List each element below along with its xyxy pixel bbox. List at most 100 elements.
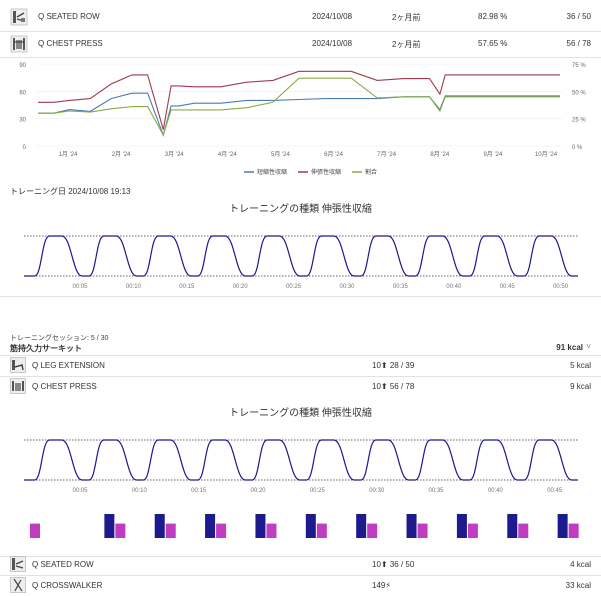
x-tick: 5月 '24 [271,151,290,158]
y-right-tick: 50 % [572,90,586,96]
x-tick: 00:30 [339,284,355,290]
x-tick: 7月 '24 [377,151,396,158]
x-tick: 1月 '24 [59,151,78,158]
session-exercise-row[interactable]: Q LEG EXTENSION 10⬆ 28 / 39 5 kcal [0,356,601,376]
exercise-score: 36 / 50 [566,12,591,21]
bar-concentric [104,514,115,538]
bar-concentric [557,514,568,538]
x-tick: 00:25 [310,488,326,494]
exercise-name: Q SEATED ROW [38,12,100,21]
divider [0,31,601,32]
exercise-ago: 2ヶ月前 [392,40,421,49]
exercise-name: Q CHEST PRESS [32,382,97,391]
x-tick: 2月 '24 [112,151,131,158]
exercise-date: 2024/10/08 [312,39,353,48]
session-program: 筋持久力サーキット [10,344,82,353]
series-line [38,92,560,137]
exercise-percent: 57.65 % [478,39,508,48]
x-tick: 00:15 [179,284,195,290]
y-right-tick: 25 % [572,118,586,124]
x-tick: 8月 '24 [430,151,449,158]
exercise-reps: 10⬆ 36 / 50 [372,560,415,569]
bar-eccentric [518,523,529,538]
bar-eccentric [216,523,227,538]
x-tick: 4月 '24 [218,151,237,158]
y-right-tick: 0 % [572,145,583,151]
rep-chart-title: トレーニングの種類 伸張性収縮 [229,204,372,215]
session-exercise-row[interactable]: Q CROSSWALKER 149⚡ 33 kcal [0,576,601,596]
bar-eccentric [367,523,378,538]
session-exercise-row[interactable]: Q SEATED ROW 10⬆ 36 / 50 4 kcal [0,555,601,575]
exercise-name: Q SEATED ROW [32,560,94,569]
exercise-row-chest-press[interactable]: Q CHEST PRESS 2024/10/08 2ヶ月前 57.65 % 56… [0,33,601,55]
series-line-ratio [38,77,560,137]
rep-waveform [24,439,578,481]
bar-concentric [205,514,216,538]
series-line [38,70,560,130]
x-tick: 00:20 [250,488,266,494]
exercise-date: 2024/10/08 [312,12,353,21]
legend-label: 伸張性収縮 [311,168,341,176]
rep-waveform [24,235,578,277]
rep-chart-1: 00:05 00:10 00:15 00:20 00:25 00:30 00:35 00:40… [24,235,578,290]
y-left-tick: 60 [19,90,26,96]
bar-eccentric [115,523,126,538]
x-tick: 00:10 [132,488,148,494]
leg-extension-machine-icon [10,357,26,373]
x-tick: 00:05 [72,284,88,290]
x-tick: 9月 '24 [483,151,502,158]
x-tick: 00:50 [553,284,569,290]
session-exercise-row[interactable]: Q CHEST PRESS 10⬆ 56 / 78 9 kcal [0,377,601,397]
x-tick: 00:05 [72,488,88,494]
divider [0,376,601,377]
x-tick: 00:35 [393,284,409,290]
x-tick: 00:10 [126,284,142,290]
exercise-kcal: 5 kcal [570,361,591,370]
x-tick: 00:45 [547,488,563,494]
exercise-reps: 10⬆ 56 / 78 [372,382,415,391]
divider [0,57,601,58]
divider [0,556,601,557]
chest-press-machine-icon [10,378,26,394]
x-tick: 10月 '24 [535,151,558,158]
exercise-kcal: 33 kcal [565,581,591,590]
x-tick: 00:25 [286,284,302,290]
bar-eccentric [467,523,478,538]
exercise-percent: 82.98 % [478,12,508,21]
exercise-name: Q LEG EXTENSION [32,361,105,370]
exercise-score: 56 / 78 [566,39,591,48]
session-total-kcal: 91 kcal [556,343,583,352]
exercise-reps: 149⚡ [372,581,391,590]
exercise-kcal: 9 kcal [570,382,591,391]
rep-chart-title: トレーニングの種類 伸張性収縮 [229,408,372,419]
bar-concentric [456,514,467,538]
y-left-tick: 30 [19,118,26,124]
divider [0,296,601,297]
seated-row-machine-icon [10,556,26,572]
crosswalker-machine-icon [10,577,26,593]
divider [0,355,601,356]
exercise-kcal: 4 kcal [570,560,591,569]
seated-row-machine-icon [10,8,28,26]
exercise-name: Q CHEST PRESS [38,39,103,48]
bar-eccentric [417,523,428,538]
bar-concentric [356,514,367,538]
legend-label: 短縮性収縮 [257,168,287,176]
expand-chevron-icon[interactable]: ˅ [586,342,591,351]
y-left-tick: 90 [19,63,26,69]
exercise-ago: 2ヶ月前 [392,13,421,22]
divider [0,575,601,576]
x-tick: 00:40 [446,284,462,290]
bar-eccentric [30,523,40,538]
x-tick: 00:40 [488,488,504,494]
x-tick: 00:45 [500,284,516,290]
y-right-tick: 75 % [572,63,586,69]
y-left-tick: 0 [23,145,27,151]
x-tick: 6月 '24 [324,151,343,158]
legend-label: 割合 [365,168,377,176]
bar-concentric [305,514,316,538]
training-date: トレーニング日 2024/10/08 19:13 [10,187,131,196]
session-label: トレーニングセッション: 5 / 30 [10,335,109,342]
exercise-row-seated-row[interactable]: Q SEATED ROW 2024/10/08 2ヶ月前 82.98 % 36 … [0,6,601,28]
x-tick: 00:30 [369,488,385,494]
